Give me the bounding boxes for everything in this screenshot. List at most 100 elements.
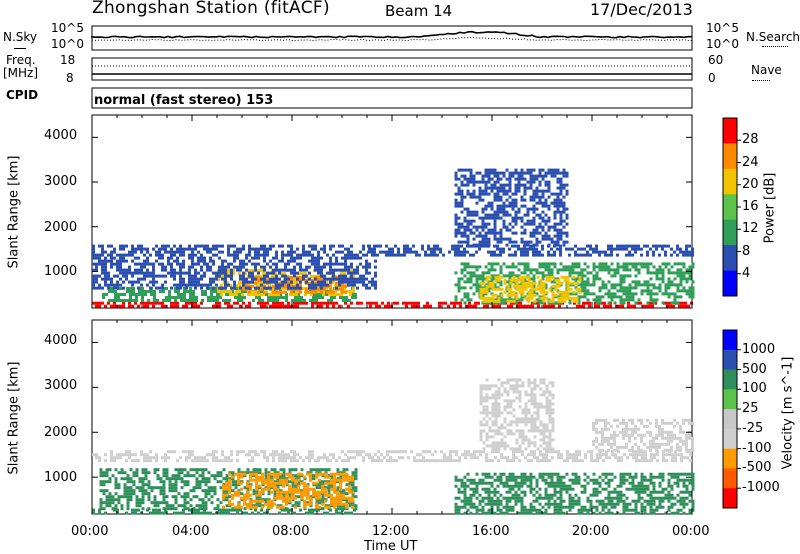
heatmap-cell — [556, 180, 560, 184]
heatmap-cell — [595, 295, 599, 299]
heatmap-cell — [345, 505, 348, 509]
heatmap-cell — [532, 231, 536, 235]
xaxis-label: Time UT — [364, 539, 418, 554]
heatmap-cell — [189, 489, 193, 493]
heatmap-cell — [293, 274, 296, 278]
heatmap-cell — [342, 472, 345, 476]
heatmap-cell — [646, 268, 650, 272]
heatmap-cell — [215, 283, 218, 287]
heatmap-cell — [171, 483, 175, 487]
heatmap-cell — [170, 271, 173, 275]
heatmap-cell — [230, 459, 233, 463]
heatmap-cell — [463, 253, 466, 257]
heatmap-cell — [454, 174, 458, 178]
heatmap-cell — [523, 262, 527, 266]
heatmap-cell — [176, 250, 179, 254]
heatmap-cell — [296, 453, 299, 457]
heatmap-cell — [544, 171, 548, 175]
heatmap-cell — [159, 480, 163, 484]
heatmap-cell — [248, 247, 251, 251]
heatmap-cell — [622, 268, 626, 272]
heatmap-cell — [616, 262, 620, 266]
heatmap-cell — [469, 286, 473, 290]
heatmap-cell — [559, 244, 562, 248]
heatmap-cell — [174, 486, 178, 490]
heatmap-cell — [173, 250, 176, 254]
heatmap-cell — [520, 174, 524, 178]
heatmap-cell — [667, 262, 671, 266]
heatmap-cell — [583, 292, 587, 296]
heatmap-cell — [140, 268, 143, 272]
heatmap-cell — [544, 189, 548, 193]
heatmap-cell — [532, 508, 536, 512]
heatmap-cell — [245, 262, 248, 266]
heatmap-cell — [563, 290, 567, 294]
heatmap-cell — [296, 304, 299, 308]
heatmap-cell — [251, 280, 254, 284]
heatmap-cell — [538, 265, 542, 269]
heatmap-cell — [188, 244, 191, 248]
heatmap-cell — [263, 290, 266, 294]
heatmap-cell — [532, 505, 536, 509]
heatmap-cell — [227, 459, 230, 463]
heatmap-cell — [263, 280, 266, 284]
heatmap-cell — [578, 275, 582, 279]
heatmap-cell — [535, 490, 539, 494]
heatmap-cell — [562, 201, 566, 205]
heatmap-cell — [685, 277, 689, 281]
heatmap-cell — [493, 478, 497, 482]
heatmap-cell — [104, 274, 107, 278]
heatmap-cell — [619, 280, 623, 284]
heatmap-cell — [443, 459, 446, 463]
heatmap-cell — [454, 177, 458, 181]
heatmap-cell — [203, 283, 206, 287]
heatmap-cell — [650, 456, 653, 460]
heatmap-cell — [141, 296, 144, 299]
heatmap-cell — [98, 511, 101, 515]
heatmap-cell — [353, 268, 356, 272]
heatmap-cell — [233, 250, 236, 254]
heatmap-cell — [487, 168, 491, 172]
heatmap-cell — [484, 487, 488, 491]
heatmap-cell — [221, 250, 224, 254]
heatmap-cell — [191, 283, 194, 287]
heatmap-cell — [234, 493, 237, 497]
heatmap-cell — [490, 253, 493, 257]
heatmap-cell — [397, 253, 400, 257]
heatmap-cell — [332, 268, 335, 272]
heatmap-cell — [204, 489, 208, 493]
heatmap-cell — [586, 253, 589, 257]
heatmap-cell — [454, 496, 458, 500]
heatmap-cell — [514, 475, 518, 479]
heatmap-cell — [549, 304, 552, 308]
heatmap-cell — [499, 207, 503, 211]
heatmap-cell — [484, 180, 488, 184]
heatmap-cell — [322, 290, 325, 294]
heatmap-cell — [314, 256, 317, 260]
heatmap-cell — [490, 186, 494, 190]
heatmap-cell — [526, 222, 530, 226]
heatmap-cell — [209, 250, 212, 254]
heatmap-cell — [233, 256, 236, 260]
heatmap-cell — [469, 505, 473, 509]
heatmap-cell — [228, 478, 231, 482]
heatmap-cell — [297, 296, 300, 299]
heatmap-cell — [285, 472, 288, 476]
heatmap-cell — [649, 289, 653, 293]
heatmap-cell — [302, 459, 305, 463]
heatmap-cell — [514, 490, 518, 494]
heatmap-cell — [481, 271, 485, 275]
heatmap-cell — [138, 504, 142, 508]
heatmap-cell — [330, 296, 333, 299]
heatmap-cell — [616, 295, 620, 299]
heatmap-cell — [107, 274, 110, 278]
heatmap-cell — [499, 499, 503, 503]
heatmap-cell — [125, 511, 128, 515]
heatmap-cell — [408, 301, 411, 305]
heatmap-cell — [397, 250, 400, 254]
heatmap-cell — [250, 290, 253, 294]
heatmap-cell — [682, 262, 686, 266]
heatmap-cell — [438, 304, 441, 308]
heatmap-cell — [475, 511, 479, 515]
heatmap-cell — [556, 204, 560, 208]
